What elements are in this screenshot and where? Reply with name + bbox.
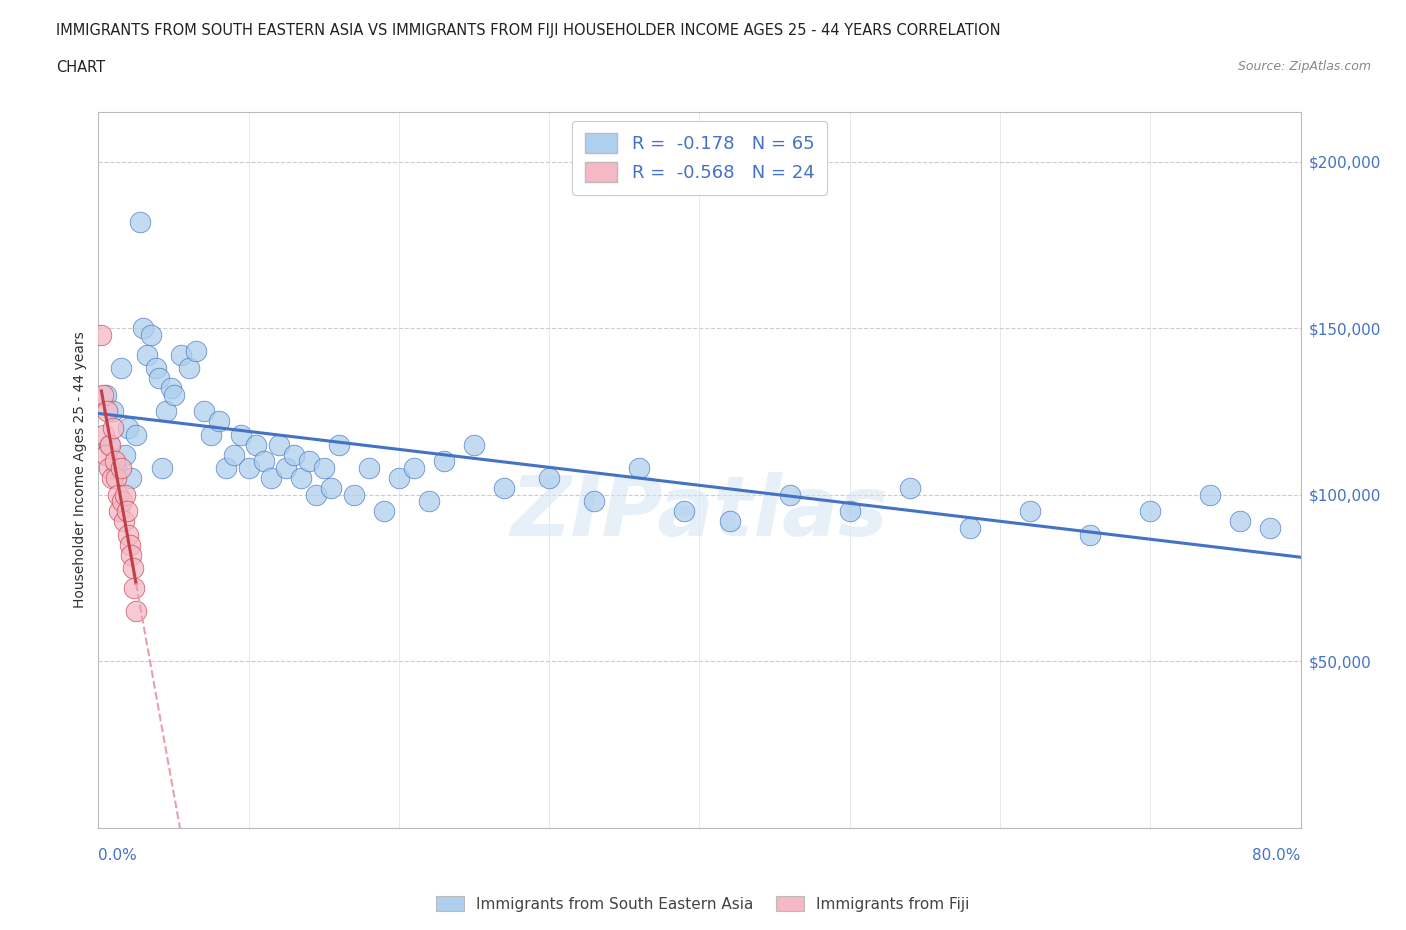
Point (718, 514, 741, 529)
Point (276, 460, 298, 475)
Point (208, 414, 231, 429)
Text: 80.0%: 80.0% (1253, 848, 1301, 863)
Point (1199, 487, 1222, 502)
Point (100, 437, 122, 452)
Point (125, 604, 148, 618)
Point (433, 454, 456, 469)
Point (97, 460, 120, 475)
Point (343, 487, 366, 502)
Point (94, 387, 117, 402)
Point (148, 371, 170, 386)
Point (838, 504, 860, 519)
Point (155, 404, 177, 418)
Point (97, 437, 120, 452)
Point (321, 481, 343, 496)
Point (628, 460, 651, 475)
Point (245, 437, 267, 452)
Point (1019, 504, 1042, 519)
Point (91, 387, 114, 402)
Point (110, 361, 132, 376)
Point (373, 504, 395, 519)
Point (117, 420, 139, 435)
Point (129, 214, 152, 229)
Point (103, 420, 125, 435)
Point (108, 504, 131, 519)
Point (170, 347, 193, 362)
Point (118, 538, 141, 552)
Point (135, 347, 157, 362)
Point (184, 344, 207, 359)
Point (538, 471, 561, 485)
Point (959, 521, 981, 536)
Point (150, 460, 173, 475)
Point (193, 404, 215, 418)
Text: CHART: CHART (56, 60, 105, 75)
Text: IMMIGRANTS FROM SOUTH EASTERN ASIA VS IMMIGRANTS FROM FIJI HOUSEHOLDER INCOME AG: IMMIGRANTS FROM SOUTH EASTERN ASIA VS IM… (56, 23, 1001, 38)
Point (328, 437, 350, 452)
Point (1078, 527, 1101, 542)
Point (222, 447, 245, 462)
Point (200, 427, 222, 442)
Point (145, 361, 167, 376)
Point (122, 561, 145, 576)
Point (253, 454, 276, 469)
Legend: Immigrants from South Eastern Asia, Immigrants from Fiji: Immigrants from South Eastern Asia, Immi… (430, 890, 976, 918)
Point (93, 427, 115, 442)
Point (898, 481, 921, 496)
Legend: R =  -0.178   N = 65, R =  -0.568   N = 24: R = -0.178 N = 65, R = -0.568 N = 24 (572, 121, 827, 194)
Point (402, 460, 425, 475)
Point (418, 494, 440, 509)
Point (215, 460, 238, 475)
Point (110, 460, 132, 475)
Text: ZIPatlas: ZIPatlas (510, 472, 889, 553)
Y-axis label: Householder Income Ages 25 - 44 years: Householder Income Ages 25 - 44 years (73, 331, 87, 608)
Point (388, 471, 411, 485)
Text: 0.0%: 0.0% (98, 848, 138, 863)
Point (494, 481, 516, 496)
Point (125, 427, 148, 442)
Point (260, 471, 283, 485)
Point (104, 454, 127, 469)
Point (96, 404, 118, 418)
Point (103, 404, 125, 418)
Point (1260, 521, 1282, 536)
Point (283, 447, 305, 462)
Point (121, 471, 143, 485)
Point (583, 494, 606, 509)
Point (673, 504, 696, 519)
Point (779, 487, 801, 502)
Point (94, 447, 117, 462)
Point (290, 471, 312, 485)
Point (132, 321, 155, 336)
Point (112, 514, 135, 529)
Point (111, 494, 134, 509)
Point (114, 487, 136, 502)
Point (298, 454, 321, 469)
Point (357, 460, 380, 475)
Point (162, 387, 184, 402)
Point (115, 504, 138, 519)
Point (105, 460, 128, 475)
Point (105, 471, 128, 485)
Point (107, 487, 129, 502)
Point (177, 361, 200, 376)
Point (121, 547, 143, 562)
Point (114, 447, 136, 462)
Point (463, 437, 485, 452)
Point (117, 527, 139, 542)
Text: Source: ZipAtlas.com: Source: ZipAtlas.com (1237, 60, 1371, 73)
Point (124, 580, 146, 595)
Point (267, 437, 290, 452)
Point (238, 460, 260, 475)
Point (305, 487, 328, 502)
Point (1139, 504, 1161, 519)
Point (101, 471, 124, 485)
Point (139, 327, 162, 342)
Point (90, 327, 112, 342)
Point (1229, 514, 1251, 529)
Point (312, 460, 335, 475)
Point (159, 380, 181, 395)
Point (231, 427, 253, 442)
